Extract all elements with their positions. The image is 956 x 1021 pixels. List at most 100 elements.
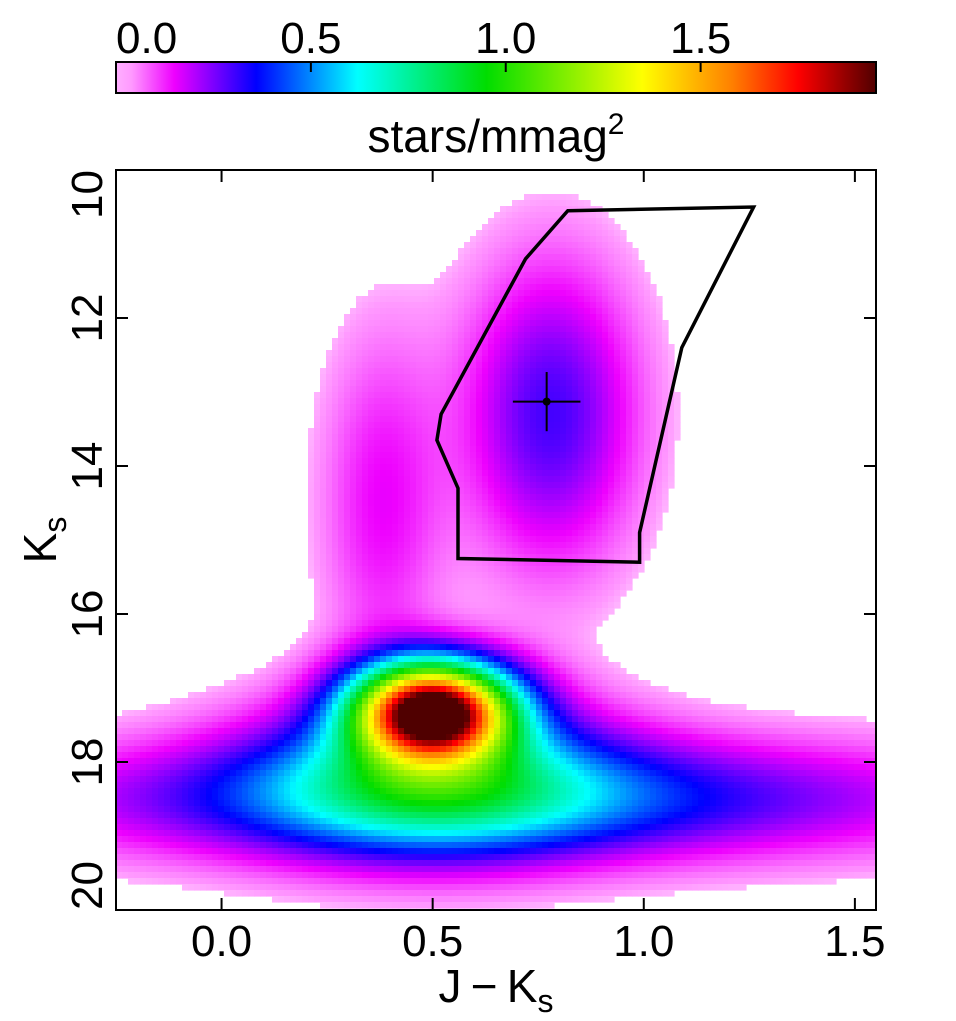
density-cell [398,410,405,417]
density-cell [380,410,387,417]
density-cell [320,530,327,537]
density-cell [602,218,609,225]
density-cell [608,236,615,243]
density-cell [464,668,471,675]
density-cell [386,566,393,573]
density-cell [650,452,657,459]
density-cell [458,668,465,675]
density-cell [512,482,519,489]
density-cell [668,440,675,447]
density-cell [524,440,531,447]
density-cell [458,644,465,651]
density-cell [182,704,189,711]
density-cell [638,290,645,297]
density-cell [542,290,549,297]
density-cell [518,206,525,213]
density-cell [488,368,495,375]
density-cell [458,362,465,369]
density-cell [284,674,291,681]
density-cell [632,314,639,321]
density-cell [380,356,387,363]
density-cell [614,380,621,387]
density-cell [362,560,369,567]
density-cell [452,590,459,597]
density-cell [464,518,471,525]
density-cell [344,410,351,417]
density-cell [440,362,447,369]
density-cell [374,626,381,633]
density-cell [536,626,543,633]
density-cell [254,674,261,681]
density-cell [398,542,405,549]
density-cell [656,428,663,435]
density-cell [596,278,603,285]
density-cell [638,710,645,717]
density-cell [518,590,525,597]
density-cell [434,446,441,453]
density-cell [266,674,273,681]
density-cell [518,452,525,459]
density-cell [638,470,645,477]
density-cell [668,722,675,729]
density-cell [332,710,339,717]
density-cell [602,338,609,345]
density-cell [608,572,615,579]
density-cell [632,494,639,501]
density-cell [332,668,339,675]
density-cell [488,302,495,309]
density-cell [536,344,543,351]
density-cell [488,674,495,681]
density-cell [434,548,441,555]
density-cell [326,596,333,603]
density-cell [386,572,393,579]
density-cell [302,632,309,639]
density-cell [314,716,321,723]
density-cell [626,278,633,285]
density-cell [482,482,489,489]
density-cell [578,626,585,633]
density-cell [518,722,525,729]
density-cell [482,434,489,441]
density-cell [398,512,405,519]
density-cell [362,434,369,441]
density-cell [536,428,543,435]
density-cell [326,554,333,561]
density-cell [602,476,609,483]
density-cell [518,608,525,615]
density-cell [440,314,447,321]
density-cell [128,710,135,717]
density-cell [590,722,597,729]
density-cell [446,566,453,573]
density-cell [638,284,645,291]
density-cell [350,452,357,459]
density-cell [596,488,603,495]
density-cell [452,608,459,615]
density-cell [518,236,525,243]
density-cell [392,428,399,435]
density-cell [704,710,711,717]
density-cell [464,464,471,471]
density-cell [584,536,591,543]
density-cell [548,434,555,441]
density-cell [536,680,543,687]
density-cell [680,716,687,723]
density-cell [482,674,489,681]
density-cell [566,290,573,297]
density-cell [464,332,471,339]
density-cell [404,620,411,627]
density-cell [554,446,561,453]
density-cell [524,386,531,393]
density-cell [458,344,465,351]
density-cell [602,260,609,267]
density-cell [308,548,315,555]
density-cell [302,728,309,735]
density-cell [530,254,537,261]
density-cell [368,602,375,609]
density-cell [494,704,501,711]
density-cell [440,668,447,675]
density-cell [488,614,495,621]
density-cell [494,668,501,675]
density-cell [140,716,147,723]
density-cell [416,584,423,591]
density-cell [578,656,585,663]
